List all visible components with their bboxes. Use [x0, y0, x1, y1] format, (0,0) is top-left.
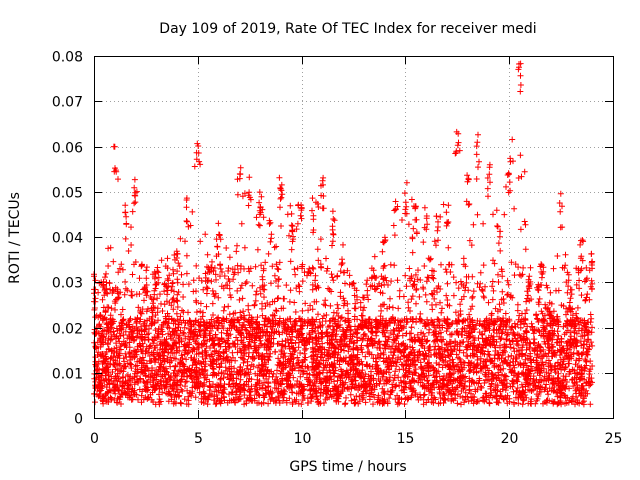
x-tick-label: 0 — [90, 431, 99, 447]
x-tick-label: 20 — [501, 431, 519, 447]
y-tick-label: 0.03 — [52, 276, 83, 292]
y-tick-label: 0.02 — [52, 322, 83, 338]
scatter-markers — [91, 60, 596, 408]
x-tick-label: 10 — [294, 431, 312, 447]
x-axis-label: GPS time / hours — [289, 459, 406, 475]
y-tick-label: 0.04 — [52, 231, 83, 247]
y-tick-label: 0 — [74, 412, 83, 428]
x-tick-label: 25 — [605, 431, 623, 447]
chart-title: Day 109 of 2019, Rate Of TEC Index for r… — [159, 21, 536, 37]
x-tick-label: 5 — [194, 431, 203, 447]
axis-ticks: 0 0.01 0.02 0.03 0.04 0.05 0.06 0.07 0.08 0 5 10 15 2… — [52, 50, 623, 448]
y-tick-label: 0.08 — [52, 50, 83, 66]
y-tick-label: 0.07 — [52, 95, 83, 111]
x-tick-label: 15 — [397, 431, 415, 447]
y-tick-label: 0.05 — [52, 186, 83, 202]
y-tick-label: 0.06 — [52, 141, 83, 157]
data-points — [91, 60, 596, 408]
y-axis-label: ROTI / TECUs — [7, 192, 23, 284]
y-tick-label: 0.01 — [52, 367, 83, 383]
